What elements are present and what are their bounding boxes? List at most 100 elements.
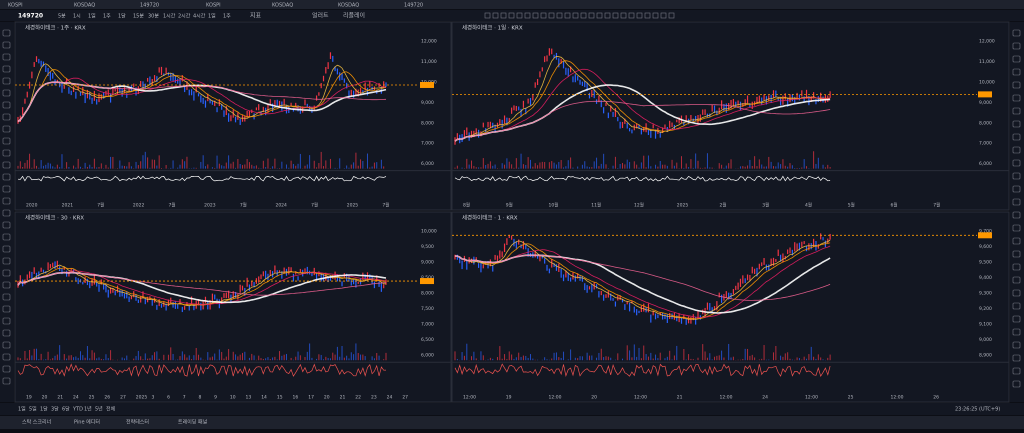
bottom-tab[interactable]: 트레이딩 패널 (178, 419, 208, 426)
drawing-tool[interactable] (532, 12, 539, 19)
tab[interactable]: KOSPI (8, 3, 23, 9)
drawing-tool[interactable] (508, 12, 515, 19)
side-icon[interactable] (1012, 81, 1021, 89)
interval-button[interactable]: 1일 (88, 13, 96, 20)
side-icon[interactable] (1012, 263, 1021, 271)
drawing-tool[interactable] (660, 12, 667, 19)
side-icon[interactable] (1012, 55, 1021, 63)
bottom-tab[interactable]: 스탁 스크리너 (22, 419, 51, 426)
drawing-tool[interactable] (524, 12, 531, 19)
drawing-tool[interactable] (540, 12, 547, 19)
side-icon[interactable] (1012, 94, 1021, 102)
tool-icon[interactable] (2, 77, 11, 85)
interval-button[interactable]: 4시간 (193, 13, 206, 20)
drawing-tool[interactable] (556, 12, 563, 19)
tool-icon[interactable] (2, 281, 11, 289)
side-icon[interactable] (1012, 328, 1021, 336)
tool-icon[interactable] (2, 197, 11, 205)
symbol[interactable]: 149720 (18, 13, 43, 20)
side-icon[interactable] (1012, 380, 1021, 388)
tool-icon[interactable] (2, 317, 11, 325)
side-icon[interactable] (1012, 237, 1021, 245)
tool-icon[interactable] (2, 269, 11, 277)
side-icon[interactable] (1012, 159, 1021, 167)
side-icon[interactable] (1012, 224, 1021, 232)
tool-icon[interactable] (2, 89, 11, 97)
tool-icon[interactable] (2, 125, 11, 133)
interval-button[interactable]: 1시 (73, 14, 81, 20)
drawing-tool[interactable] (588, 12, 595, 19)
tool-icon[interactable] (2, 161, 11, 169)
tool-icon[interactable] (2, 65, 11, 73)
tool-icon[interactable] (2, 41, 11, 49)
drawing-tool[interactable] (620, 12, 627, 19)
drawing-tool[interactable] (668, 12, 675, 19)
tool-icon[interactable] (2, 149, 11, 157)
range-button[interactable]: 5년 (95, 406, 103, 413)
drawing-tool[interactable] (604, 12, 611, 19)
interval-button[interactable]: 1달 (118, 13, 126, 20)
side-icon[interactable] (1012, 367, 1021, 375)
indicators-button[interactable]: 지표 (250, 12, 262, 20)
tool-icon[interactable] (2, 245, 11, 253)
tool-icon[interactable] (2, 113, 11, 121)
side-icon[interactable] (1012, 302, 1021, 310)
drawing-tool[interactable] (580, 12, 587, 19)
tab[interactable]: KOSDAQ (338, 3, 359, 9)
range-button[interactable]: 1일 (18, 406, 26, 413)
side-icon[interactable] (1012, 42, 1021, 50)
range-button[interactable]: 1달 (40, 406, 48, 413)
drawing-tool[interactable] (484, 12, 491, 19)
tool-icon[interactable] (2, 365, 11, 373)
drawing-tool[interactable] (516, 12, 523, 19)
tool-icon[interactable] (2, 53, 11, 61)
bottom-tab[interactable]: Pine 에디터 (74, 419, 100, 426)
tab[interactable]: KOSPI (206, 3, 221, 9)
side-icon[interactable] (1012, 185, 1021, 193)
range-button[interactable]: YTD (72, 407, 83, 413)
bottom-tab[interactable]: 전략테스터 (126, 419, 149, 426)
tool-icon[interactable] (2, 29, 11, 37)
range-button[interactable]: 3달 (51, 406, 59, 413)
range-button[interactable]: 5일 (29, 406, 37, 413)
interval-button[interactable]: 15분 (133, 14, 144, 20)
side-icon[interactable] (1012, 172, 1021, 180)
drawing-tool[interactable] (652, 12, 659, 19)
drawing-tool[interactable] (596, 12, 603, 19)
tool-icon[interactable] (2, 329, 11, 337)
side-icon[interactable] (1012, 146, 1021, 154)
drawing-tool[interactable] (636, 12, 643, 19)
tool-icon[interactable] (2, 221, 11, 229)
side-icon[interactable] (1012, 211, 1021, 219)
side-icon[interactable] (1012, 133, 1021, 141)
side-icon[interactable] (1012, 68, 1021, 76)
drawing-tool[interactable] (612, 12, 619, 19)
range-button[interactable]: 6달 (62, 406, 70, 413)
drawing-tool[interactable] (628, 12, 635, 19)
side-icon[interactable] (1012, 354, 1021, 362)
tool-icon[interactable] (2, 173, 11, 181)
side-icon[interactable] (1012, 250, 1021, 258)
tab[interactable]: KOSDAQ (74, 3, 95, 9)
interval-button[interactable]: 2시간 (178, 13, 191, 20)
interval-button[interactable]: 1주 (103, 14, 111, 20)
tool-icon[interactable] (2, 209, 11, 217)
tab[interactable]: 149720 (140, 3, 159, 9)
drawing-tool[interactable] (564, 12, 571, 19)
interval-button[interactable]: 1주 (223, 14, 231, 20)
drawing-tool[interactable] (548, 12, 555, 19)
side-icon[interactable] (1012, 107, 1021, 115)
side-icon[interactable] (1012, 29, 1021, 37)
tool-icon[interactable] (2, 305, 11, 313)
tool-icon[interactable] (2, 101, 11, 109)
side-icon[interactable] (1012, 315, 1021, 323)
drawing-tool[interactable] (572, 12, 579, 19)
side-icon[interactable] (1012, 198, 1021, 206)
drawing-tool[interactable] (492, 12, 499, 19)
tab[interactable]: KOSDAQ (272, 3, 293, 9)
tool-icon[interactable] (2, 185, 11, 193)
tool-icon[interactable] (2, 233, 11, 241)
tab[interactable]: 149720 (404, 3, 423, 9)
interval-button[interactable]: 30분 (148, 14, 159, 20)
tool-icon[interactable] (2, 137, 11, 145)
